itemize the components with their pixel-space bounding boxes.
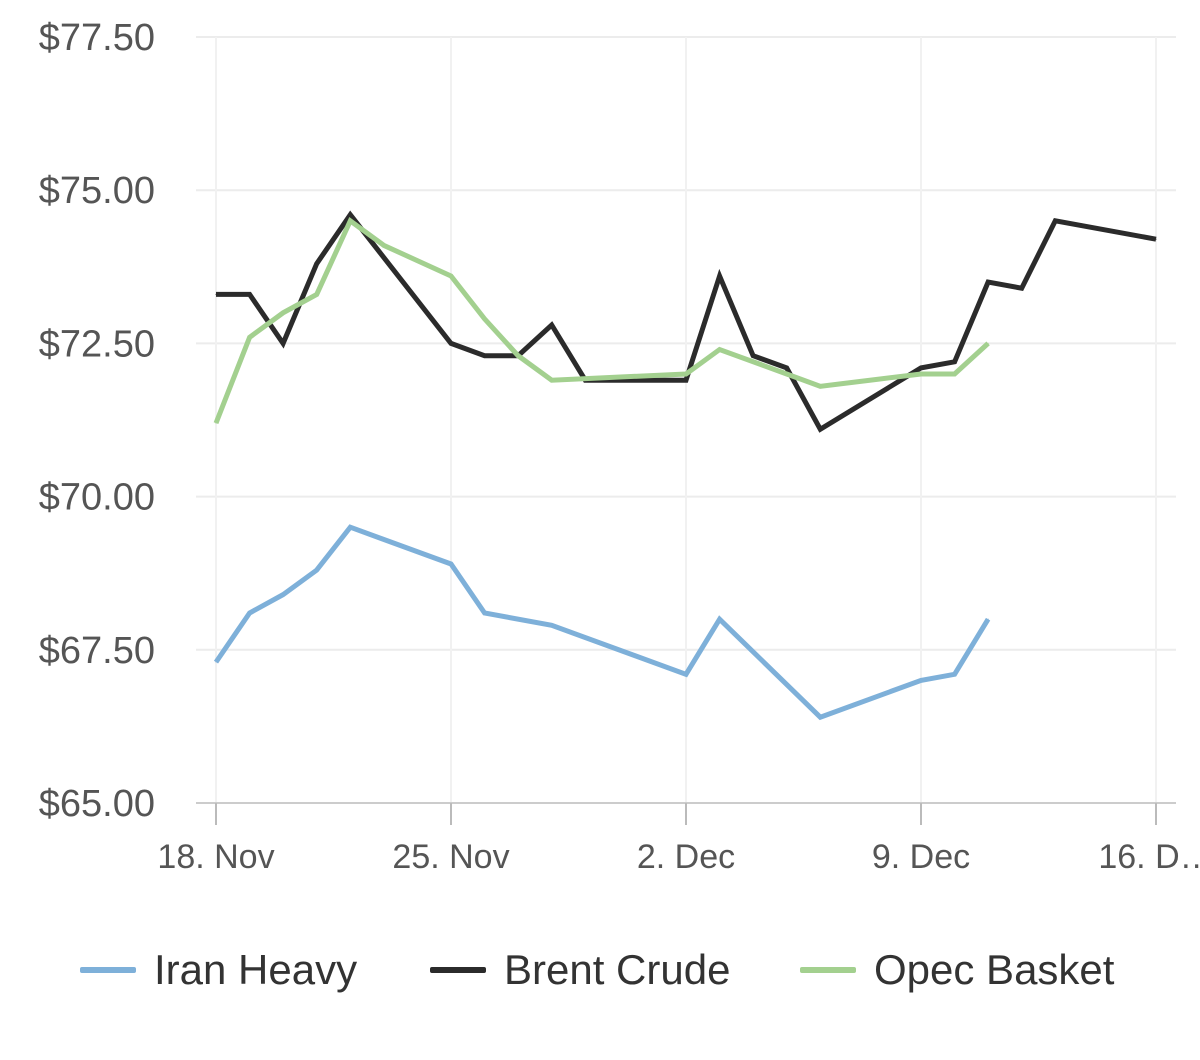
data-point-iran-heavy: [249, 612, 251, 614]
data-point-opec-basket: [987, 342, 989, 344]
y-tick-label: $75.00: [39, 170, 155, 212]
data-point-opec-basket: [920, 373, 922, 375]
data-point-brent-crude: [316, 263, 318, 265]
data-point-brent-crude: [249, 293, 251, 295]
data-point-opec-basket: [249, 336, 251, 338]
series-line-iran-heavy: [213, 524, 991, 721]
data-point-opec-basket: [316, 293, 318, 295]
chart-canvas: $65.00 $67.50 $70.00 $72.50 $75.00 $77.50 18. …: [39, 17, 1200, 876]
data-point-iran-heavy: [215, 661, 217, 663]
series-layer: [213, 210, 1157, 721]
legend-swatch-iran-heavy: [80, 967, 136, 973]
data-point-brent-crude: [1054, 220, 1056, 222]
data-point-opec-basket: [685, 373, 687, 375]
data-point-brent-crude: [282, 342, 284, 344]
series-line-opec-basket: [213, 216, 990, 425]
data-point-brent-crude: [349, 214, 351, 216]
data-point-brent-crude: [954, 361, 956, 363]
data-point-opec-basket: [517, 355, 519, 357]
data-point-opec-basket: [819, 385, 821, 387]
legend-item-iran-heavy[interactable]: Iran Heavy: [80, 935, 357, 1005]
data-point-iran-heavy: [920, 679, 922, 681]
data-point-opec-basket: [954, 373, 956, 375]
data-point-iran-heavy: [484, 612, 486, 614]
y-tick-label: $72.50: [39, 323, 155, 365]
axis-layer: $65.00 $67.50 $70.00 $72.50 $75.00 $77.50 18. …: [39, 17, 1200, 876]
data-point-brent-crude: [786, 367, 788, 369]
data-point-brent-crude: [685, 379, 687, 381]
x-tick-label: 9. Dec: [872, 838, 970, 876]
y-tick-label: $77.50: [39, 17, 155, 59]
data-point-brent-crude: [819, 428, 821, 430]
data-point-iran-heavy: [450, 563, 452, 565]
legend-label: Iran Heavy: [154, 946, 358, 993]
data-point-opec-basket: [551, 379, 553, 381]
data-point-iran-heavy: [349, 526, 351, 528]
legend-swatch-opec-basket: [800, 967, 856, 973]
legend-swatch-brent-crude: [430, 967, 486, 973]
data-point-opec-basket: [484, 318, 486, 320]
legend-label: Opec Basket: [874, 946, 1115, 993]
data-point-brent-crude: [1021, 287, 1023, 289]
grid-layer: [196, 36, 1176, 804]
data-point-iran-heavy: [987, 618, 989, 620]
data-point-opec-basket: [215, 422, 217, 424]
x-tick-label: 18. Nov: [157, 838, 274, 876]
data-point-brent-crude: [484, 355, 486, 357]
data-point-brent-crude: [551, 324, 553, 326]
data-point-brent-crude: [920, 367, 922, 369]
y-tick-label: $70.00: [39, 477, 155, 519]
data-point-brent-crude: [450, 342, 452, 344]
x-tick-label: 2. Dec: [637, 838, 735, 876]
data-point-opec-basket: [719, 349, 721, 351]
data-point-brent-crude: [1155, 238, 1157, 240]
data-point-brent-crude: [215, 293, 217, 295]
data-point-iran-heavy: [685, 673, 687, 675]
data-point-iran-heavy: [819, 716, 821, 718]
x-tick-label: 25. Nov: [392, 838, 509, 876]
y-tick-label: $67.50: [39, 630, 155, 672]
legend-item-opec-basket[interactable]: Opec Basket: [800, 935, 1114, 1005]
data-point-opec-basket: [450, 275, 452, 277]
data-point-brent-crude: [987, 281, 989, 283]
data-point-opec-basket: [786, 373, 788, 375]
legend-label: Brent Crude: [504, 946, 731, 993]
data-point-iran-heavy: [551, 624, 553, 626]
chart-legend: Iran Heavy Brent Crude Opec Basket: [0, 935, 1200, 1005]
legend-item-brent-crude[interactable]: Brent Crude: [430, 935, 730, 1005]
data-point-opec-basket: [383, 244, 385, 246]
data-point-iran-heavy: [954, 673, 956, 675]
x-tick-label: 16. D…: [1098, 838, 1200, 876]
data-point-iran-heavy: [316, 569, 318, 571]
data-point-iran-heavy: [719, 618, 721, 620]
data-point-brent-crude: [752, 355, 754, 357]
data-point-opec-basket: [282, 312, 284, 314]
data-point-iran-heavy: [282, 594, 284, 596]
data-point-opec-basket: [349, 220, 351, 222]
data-point-brent-crude: [719, 275, 721, 277]
y-tick-label: $65.00: [39, 783, 155, 825]
